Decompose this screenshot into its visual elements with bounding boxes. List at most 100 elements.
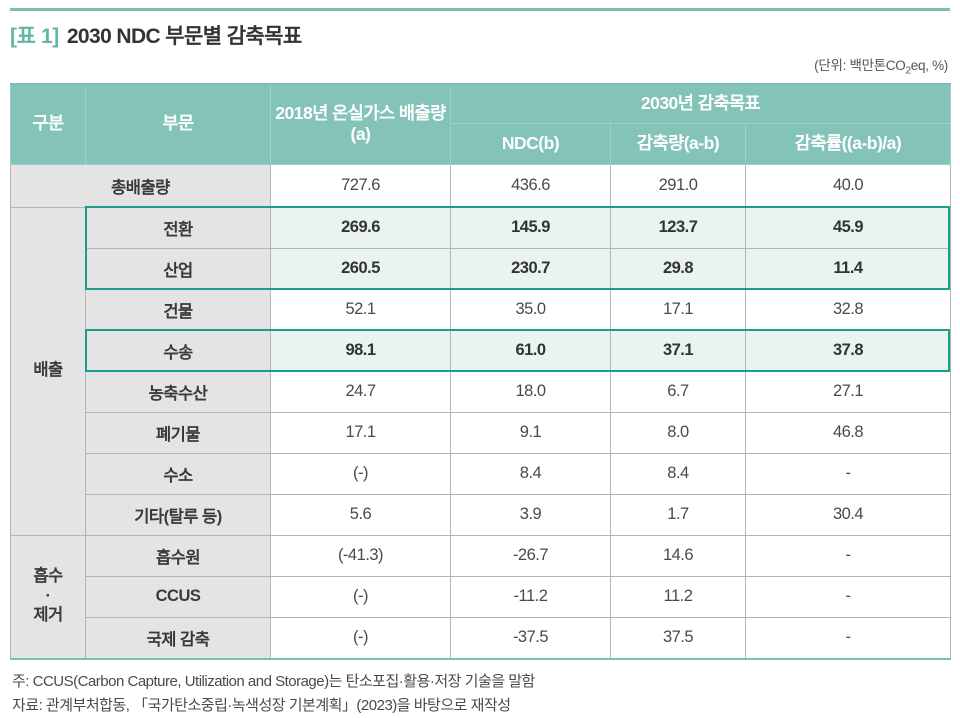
row-label: 국제 감축 [85,616,271,660]
table-row: 농축수산 24.7 18.0 6.7 27.1 [11,370,952,413]
table-body: 총배출량 727.6 436.6 291.0 40.0 배출 전환 269.6 145.9 123… [10,163,952,660]
col-header-target-2030: 2030년 감축목표 [449,83,952,124]
cell-rate: - [744,616,952,660]
cell-ndc: 9.1 [450,411,611,454]
cell-base: 260.5 [270,247,451,290]
table-row: 산업 260.5 230.7 29.8 11.4 [11,247,952,290]
cell-rate: 27.1 [744,370,952,413]
table-row: 폐기물 17.1 9.1 8.0 46.8 [11,411,952,454]
cell-reduction: 1.7 [610,493,746,536]
cell-reduction: 8.0 [610,411,746,454]
col-header-ndc: NDC(b) [450,122,611,165]
cell-reduction: 37.1 [610,329,746,372]
cell-reduction: 123.7 [610,206,746,249]
cell-total-base: 727.6 [270,163,451,208]
col-header-group: 구분 [10,83,86,165]
cell-ndc: 145.9 [450,206,611,249]
cell-base: (-) [270,575,451,618]
cell-ndc: -11.2 [450,575,611,618]
footnote-ccus: 주: CCUS(Carbon Capture, Utilization and … [12,672,535,690]
row-label: 건물 [85,288,271,331]
cell-reduction: 14.6 [610,534,746,577]
cell-base: (-) [270,452,451,495]
table-row: CCUS (-) -11.2 11.2- [11,575,952,618]
cell-base: 17.1 [270,411,451,454]
cell-base: 5.6 [270,493,451,536]
cell-base: 98.1 [270,329,451,372]
cell-rate: 46.8 [744,411,952,454]
header-row-sub: NDC(b) 감축량(a-b) 감축률((a-b)/a) [11,122,952,165]
cell-base: (-) [270,616,451,660]
cell-rate: 30.4 [744,493,952,536]
table-row: 국제 감축 (-) -37.5 37.5- [11,616,952,660]
table-row: 수송 98.1 61.0 37.1 37.8 [11,329,952,372]
cell-ndc: 61.0 [450,329,611,372]
col-header-reduction: 감축량(a-b) [610,122,746,165]
cell-rate: 37.8 [744,329,952,372]
cell-ndc: 230.7 [450,247,611,290]
header-row-top: 구분 부문 2018년 온실가스 배출량(a) 2030년 감축목표 [10,83,952,165]
row-label-total: 총배출량 [10,163,271,208]
group-label-emission: 배출 [10,206,86,536]
unit-note-subscript: 2 [905,65,912,77]
row-label: 기타(탈루 등) [85,493,271,536]
table-row-total: 총배출량 727.6 436.6 291.0 40.0 [10,163,952,208]
row-label: 농축수산 [85,370,271,413]
row-label: 흡수원 [85,534,271,577]
cell-rate: - [744,452,952,495]
cell-reduction: 11.2 [610,575,746,618]
unit-note-prefix: (단위: 백만톤CO [814,58,906,73]
unit-note-row: (단위: 백만톤CO2eq, %) [10,52,950,83]
row-label: 산업 [85,247,271,290]
table-wrapper: 구분 부문 2018년 온실가스 배출량(a) 2030년 감축목표 NDC(b… [10,82,952,660]
cell-ndc: -37.5 [450,616,611,660]
table-row: 수소 (-) 8.4 8.4- [11,452,952,495]
cell-rate: - [744,534,952,577]
cell-reduction: 29.8 [610,247,746,290]
row-label: 수송 [85,329,271,372]
cell-ndc: 18.0 [450,370,611,413]
table-number-tag: [표 1] [10,25,59,48]
cell-total-rate: 40.0 [744,163,952,208]
row-label: CCUS [85,575,271,618]
cell-total-ndc: 436.6 [450,163,611,208]
cell-reduction: 6.7 [610,370,746,413]
cell-ndc: 35.0 [450,288,611,331]
group-label-absorption-removal: 흡수 · 제거 [10,534,86,660]
cell-ndc: -26.7 [450,534,611,577]
cell-reduction: 37.5 [610,616,746,660]
cell-ndc: 8.4 [450,452,611,495]
table-row: 흡수 · 제거 흡수원 (-41.3) -26.7 14.6- [10,534,952,660]
unit-note-suffix: eq, %) [910,58,949,73]
col-header-sector: 부문 [85,83,271,165]
row-label: 전환 [85,206,271,249]
cell-reduction: 8.4 [610,452,746,495]
cell-total-reduction: 291.0 [610,163,746,208]
cell-rate: 32.8 [744,288,952,331]
unit-note: (단위: 백만톤CO2eq, %) [814,58,949,77]
row-label: 폐기물 [85,411,271,454]
table-row: 기타(탈루 등) 5.6 3.9 1.7 30.4 [11,493,952,536]
col-header-rate: 감축률((a-b)/a) [744,122,952,165]
footnotes: 주: CCUS(Carbon Capture, Utilization and … [10,660,950,718]
top-accent-rule [10,8,950,11]
table-row: 배출 전환 269.6 145.9 123.7 45.9 [10,206,952,536]
cell-ndc: 3.9 [450,493,611,536]
cell-base: 52.1 [270,288,451,331]
row-label: 수소 [85,452,271,495]
col-header-base-2018: 2018년 온실가스 배출량(a) [270,83,451,165]
cell-rate: 11.4 [744,247,952,290]
cell-rate: 45.9 [744,206,952,249]
cell-base: 269.6 [270,206,451,249]
table-head: 구분 부문 2018년 온실가스 배출량(a) 2030년 감축목표 NDC(b… [10,83,952,165]
ndc-reduction-table: 구분 부문 2018년 온실가스 배출량(a) 2030년 감축목표 NDC(b… [10,82,952,660]
cell-base: (-41.3) [270,534,451,577]
page-title: 2030 NDC 부문별 감축목표 [66,25,302,48]
footnote-source: 자료: 관계부처합동, 「국가탄소중립·녹색성장 기본계획」(2023)을 바탕… [12,696,511,714]
cell-rate: - [744,575,952,618]
cell-reduction: 17.1 [610,288,746,331]
table-row: 건물 52.1 35.0 17.1 32.8 [11,288,952,331]
table-page: [표 1] 2030 NDC 부문별 감축목표 (단위: 백만톤CO2eq, %… [0,8,960,714]
cell-base: 24.7 [270,370,451,413]
title-row: [표 1] 2030 NDC 부문별 감축목표 [10,11,950,52]
